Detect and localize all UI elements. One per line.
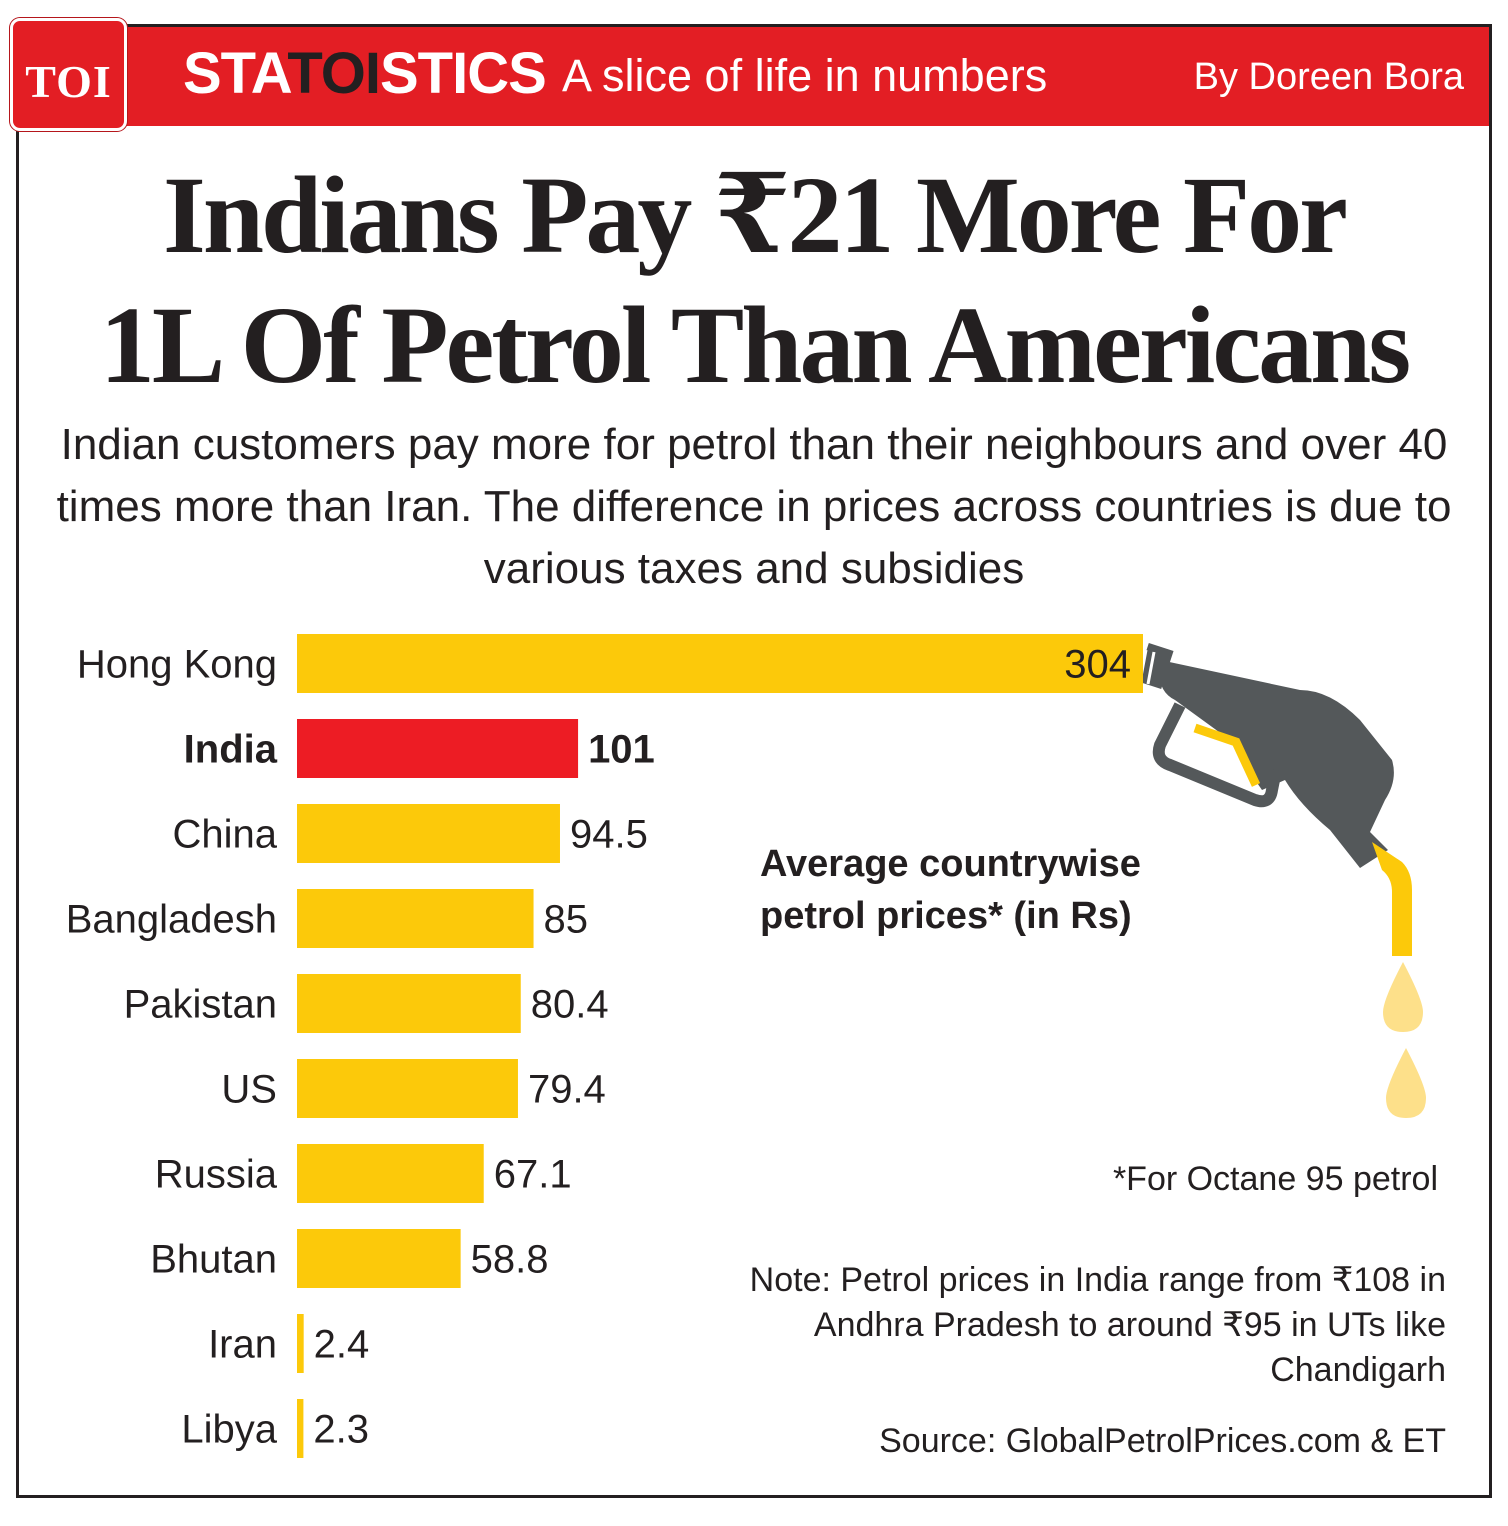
bar-china — [297, 804, 560, 863]
byline: By Doreen Bora — [1193, 56, 1464, 98]
data-label: 79.4 — [528, 1068, 606, 1112]
category-label: Hong Kong — [77, 643, 277, 687]
bar-pakistan — [297, 974, 521, 1033]
headline-line-1: Indians Pay ₹21 More For — [163, 154, 1348, 276]
fuel-drop-icon — [1386, 1048, 1426, 1118]
category-label: Libya — [181, 1408, 277, 1452]
bar-bhutan — [297, 1229, 461, 1288]
brand-suffix: STICS — [380, 41, 547, 106]
toi-logo: TOI — [10, 18, 127, 131]
source-credit: Source: GlobalPetrolPrices.com & ET — [879, 1422, 1446, 1460]
bar-bangladesh — [297, 889, 534, 948]
data-label: 67.1 — [494, 1153, 572, 1197]
bar-hong-kong — [297, 634, 1143, 693]
fuel-drop-icon — [1383, 962, 1423, 1032]
column-tagline: A slice of life in numbers — [562, 50, 1048, 101]
data-label: 80.4 — [531, 983, 609, 1027]
category-label: Bangladesh — [66, 898, 277, 942]
data-label: 58.8 — [471, 1238, 549, 1282]
brand-highlight: TOI — [287, 41, 381, 106]
data-label: 304 — [1064, 643, 1131, 687]
bar-us — [297, 1059, 518, 1118]
bar-iran — [297, 1314, 304, 1373]
legend-title-line-2: petrol prices* (in Rs) — [760, 895, 1132, 937]
category-label: India — [184, 728, 278, 772]
logo-text: TOI — [25, 56, 112, 107]
category-label: US — [221, 1068, 277, 1112]
legend-title-line-1: Average countrywise — [760, 843, 1141, 885]
category-label: Pakistan — [124, 983, 277, 1027]
data-label: 94.5 — [570, 813, 648, 857]
category-label: Russia — [155, 1153, 278, 1197]
column-brand: STATOISTICS — [183, 40, 547, 107]
chart-legend-title: Average countrywise petrol prices* (in R… — [760, 838, 1141, 942]
bar-russia — [297, 1144, 484, 1203]
bar-libya — [297, 1399, 304, 1458]
category-label: China — [172, 813, 277, 857]
header-band — [125, 27, 1489, 126]
fuel-nozzle-icon — [1136, 642, 1412, 956]
subtitle: Indian customers pay more for petrol tha… — [56, 420, 1452, 593]
data-label: 2.4 — [314, 1323, 370, 1367]
data-label: 101 — [588, 728, 655, 772]
brand-prefix: STA — [183, 41, 288, 106]
category-label: Bhutan — [150, 1238, 277, 1282]
headline-line-2: 1L Of Petrol Than Americans — [99, 284, 1411, 406]
category-label: Iran — [208, 1323, 277, 1367]
footnote: *For Octane 95 petrol — [1112, 1160, 1438, 1198]
price-range-note: Note: Petrol prices in India range from … — [749, 1261, 1446, 1389]
bar-india — [297, 719, 579, 778]
data-label: 85 — [544, 898, 589, 942]
data-label: 2.3 — [313, 1408, 369, 1452]
